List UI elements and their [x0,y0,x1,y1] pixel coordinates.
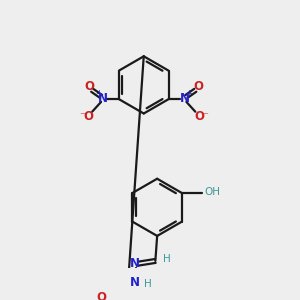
Text: OH: OH [204,187,220,197]
Text: N: N [180,92,190,105]
Text: O: O [84,110,94,123]
Text: ⁻: ⁻ [202,111,208,121]
Text: N: N [130,276,140,289]
Text: N: N [130,257,140,270]
Text: O: O [85,80,94,93]
Text: N: N [98,92,108,105]
Text: +: + [95,89,102,98]
Text: O: O [194,110,204,123]
Text: H: H [144,279,152,289]
Text: O: O [97,291,107,300]
Text: O: O [193,80,203,93]
Text: H: H [163,254,170,264]
Text: ⁻: ⁻ [80,111,85,121]
Text: +: + [186,89,193,98]
